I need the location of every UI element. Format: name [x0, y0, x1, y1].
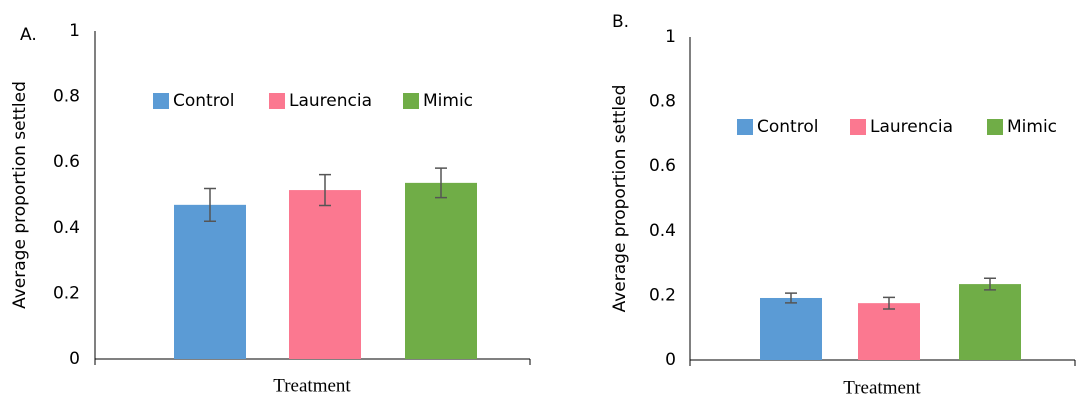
legend-swatch — [269, 93, 285, 109]
y-tick-label: 0.6 — [53, 152, 80, 172]
error-bar — [785, 292, 797, 304]
y-tick-label: 0.4 — [649, 221, 676, 241]
legend-label: Mimic — [1007, 117, 1057, 137]
bar — [289, 190, 361, 359]
y-tick-label: 0.2 — [649, 285, 676, 305]
legend-label: Mimic — [423, 91, 473, 111]
legend-swatch — [850, 119, 866, 135]
legend-label: Laurencia — [870, 117, 953, 137]
y-tick-label: 0.8 — [649, 92, 676, 112]
legend-label: Control — [173, 91, 234, 111]
error-bar — [435, 167, 447, 199]
y-tick-label: 1 — [69, 21, 80, 41]
error-bar — [319, 173, 331, 207]
error-bar — [883, 296, 895, 310]
bar — [858, 303, 920, 360]
y-axis-label: Average proportion settled — [10, 81, 30, 309]
legend-label: Control — [757, 117, 818, 137]
x-axis-label: Treatment — [843, 377, 921, 398]
legend-swatch — [987, 119, 1003, 135]
error-bar — [984, 277, 996, 291]
y-tick-label: 0.8 — [53, 87, 80, 107]
legend-swatch — [737, 119, 753, 135]
panel-label: B. — [612, 12, 629, 32]
bar — [760, 297, 822, 360]
bar — [959, 284, 1021, 360]
y-axis-label: Average proportion settled — [610, 85, 630, 313]
x-axis-label: Treatment — [273, 375, 351, 396]
y-tick-label: 0.2 — [53, 283, 80, 303]
bar — [174, 204, 246, 359]
y-tick-label: 0.6 — [649, 156, 676, 176]
y-tick-label: 0 — [665, 350, 676, 370]
y-tick-label: 0 — [69, 349, 80, 369]
legend-label: Laurencia — [289, 91, 372, 111]
legend-swatch — [403, 93, 419, 109]
panel-label: A. — [20, 25, 37, 45]
y-tick-label: 1 — [665, 27, 676, 47]
legend-swatch — [153, 93, 169, 109]
bar — [405, 182, 477, 359]
error-bar — [204, 187, 216, 222]
y-tick-label: 0.4 — [53, 218, 80, 238]
